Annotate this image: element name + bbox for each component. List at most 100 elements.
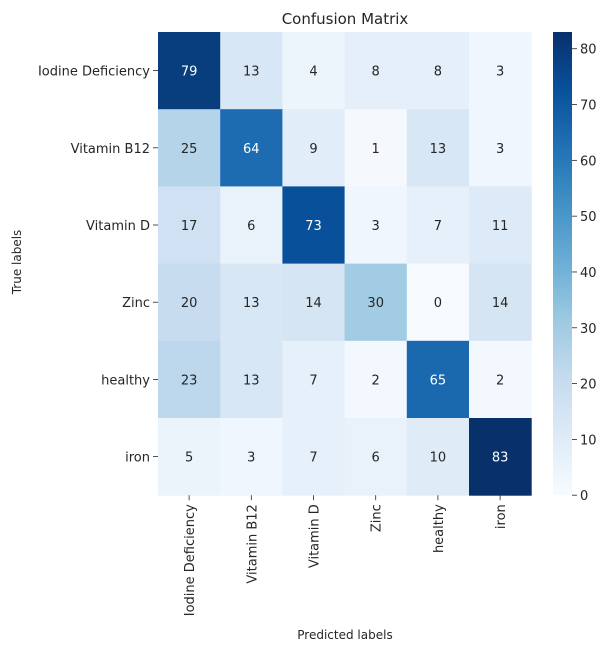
cell-value-label: 0 — [434, 296, 442, 311]
colorbar-tick-label: 40 — [580, 266, 597, 281]
heatmap-cell — [344, 340, 408, 419]
heatmap-cell — [158, 186, 221, 265]
heatmap-cell — [158, 109, 221, 187]
colorbar-tick-label: 30 — [580, 322, 597, 337]
cell-value-label: 73 — [305, 219, 322, 234]
heatmap-cell — [220, 340, 283, 419]
heatmap-cell — [282, 109, 346, 187]
heatmap-cell — [220, 263, 283, 342]
colorbar-gradient — [553, 32, 572, 496]
cell-value-label: 14 — [305, 296, 322, 311]
heatmap-cell — [282, 263, 346, 342]
chart-title: Confusion Matrix — [282, 10, 409, 28]
heatmap-cell — [344, 109, 408, 187]
cell-value-label: 23 — [181, 373, 198, 388]
cell-value-label: 8 — [372, 65, 380, 80]
cell-value-label: 2 — [496, 373, 504, 388]
heatmap-cell — [158, 32, 221, 110]
x-axis-label: Predicted labels — [297, 628, 392, 642]
x-tick-label: healthy — [432, 504, 447, 553]
heatmap-cell — [344, 32, 408, 110]
cell-value-label: 3 — [372, 219, 380, 234]
colorbar-tick-label: 0 — [580, 489, 588, 504]
cell-value-label: 10 — [430, 451, 447, 466]
cell-value-label: 64 — [243, 142, 260, 157]
heatmap-cell — [158, 263, 221, 342]
x-tick-labels: Iodine Deficiency Vitamin B12 Vitamin D Zin… — [183, 495, 509, 616]
cell-value-label: 2 — [372, 373, 380, 388]
heatmap-cell — [406, 109, 470, 187]
heatmap-cell — [406, 186, 470, 265]
heatmap-cell — [158, 418, 221, 496]
cell-value-label: 3 — [496, 65, 504, 80]
heatmap-cell — [469, 418, 532, 496]
cell-value-label: 7 — [309, 451, 317, 466]
heatmap-cell — [406, 32, 470, 110]
cell-value-label: 20 — [181, 296, 198, 311]
cell-value-label: 6 — [372, 451, 380, 466]
cell-value-label: 8 — [434, 65, 442, 80]
cell-value-label: 14 — [492, 296, 509, 311]
colorbar: 0 10 20 30 40 50 60 70 80 — [553, 32, 597, 504]
heatmap-cell — [282, 418, 346, 496]
cell-value-label: 13 — [243, 65, 260, 80]
heatmap-cell — [406, 418, 470, 496]
cell-value-label: 7 — [309, 373, 317, 388]
y-tick-label: Vitamin D — [86, 219, 150, 234]
heatmap-cell — [469, 263, 532, 342]
heatmap-cell — [344, 418, 408, 496]
cell-value-label: 65 — [430, 373, 447, 388]
heatmap-cell — [469, 32, 532, 110]
cell-value-label: 4 — [309, 65, 317, 80]
y-tick-label: healthy — [101, 373, 150, 388]
y-tick-label: Vitamin B12 — [71, 142, 150, 157]
colorbar-tick-label: 50 — [580, 210, 597, 225]
cell-value-label: 3 — [247, 451, 255, 466]
heatmap-cell — [282, 186, 346, 265]
cell-value-label: 6 — [247, 219, 255, 234]
heatmap-cell — [469, 340, 532, 419]
heatmap-cell — [220, 186, 283, 265]
colorbar-tick-label: 70 — [580, 99, 597, 114]
x-tick-label: Vitamin B12 — [245, 504, 260, 583]
cell-value-label: 79 — [181, 65, 198, 80]
y-tick-label: iron — [125, 451, 150, 466]
heatmap-cell — [469, 109, 532, 187]
heatmap-cell — [158, 340, 221, 419]
cell-value-label: 13 — [430, 142, 447, 157]
x-tick-label: Zinc — [370, 504, 385, 532]
heatmap-cell — [406, 340, 470, 419]
cell-value-label: 25 — [181, 142, 198, 157]
y-tick-label: Iodine Deficiency — [38, 65, 150, 80]
colorbar-tick-label: 10 — [580, 433, 597, 448]
cell-value-label: 13 — [243, 373, 260, 388]
cell-value-label: 13 — [243, 296, 260, 311]
heatmap-cell — [220, 418, 283, 496]
heatmap-cell — [282, 32, 346, 110]
cell-value-label: 5 — [185, 451, 193, 466]
cell-value-label: 1 — [372, 142, 380, 157]
heatmap-cell — [406, 263, 470, 342]
cell-value-label: 7 — [434, 219, 442, 234]
y-axis-label: True labels — [10, 230, 24, 296]
cell-value-label: 17 — [181, 219, 198, 234]
heatmap-cell — [282, 340, 346, 419]
heatmap-cell — [220, 32, 283, 110]
colorbar-tick-label: 60 — [580, 154, 597, 169]
y-tick-label: Zinc — [122, 296, 150, 311]
x-tick-label: iron — [494, 504, 509, 529]
cell-value-label: 9 — [309, 142, 317, 157]
heatmap-cell — [344, 186, 408, 265]
x-tick-label: Iodine Deficiency — [183, 504, 198, 616]
y-tick-labels: Iodine Deficiency Vitamin B12 Vitamin D Zin… — [38, 65, 158, 466]
colorbar-tick-label: 20 — [580, 378, 597, 393]
cell-value-label: 30 — [367, 296, 384, 311]
heatmap-cell — [220, 109, 283, 187]
colorbar-tick-label: 80 — [580, 43, 597, 58]
cell-value-label: 3 — [496, 142, 504, 157]
cell-value-label: 83 — [492, 451, 509, 466]
heatmap-cell — [469, 186, 532, 265]
